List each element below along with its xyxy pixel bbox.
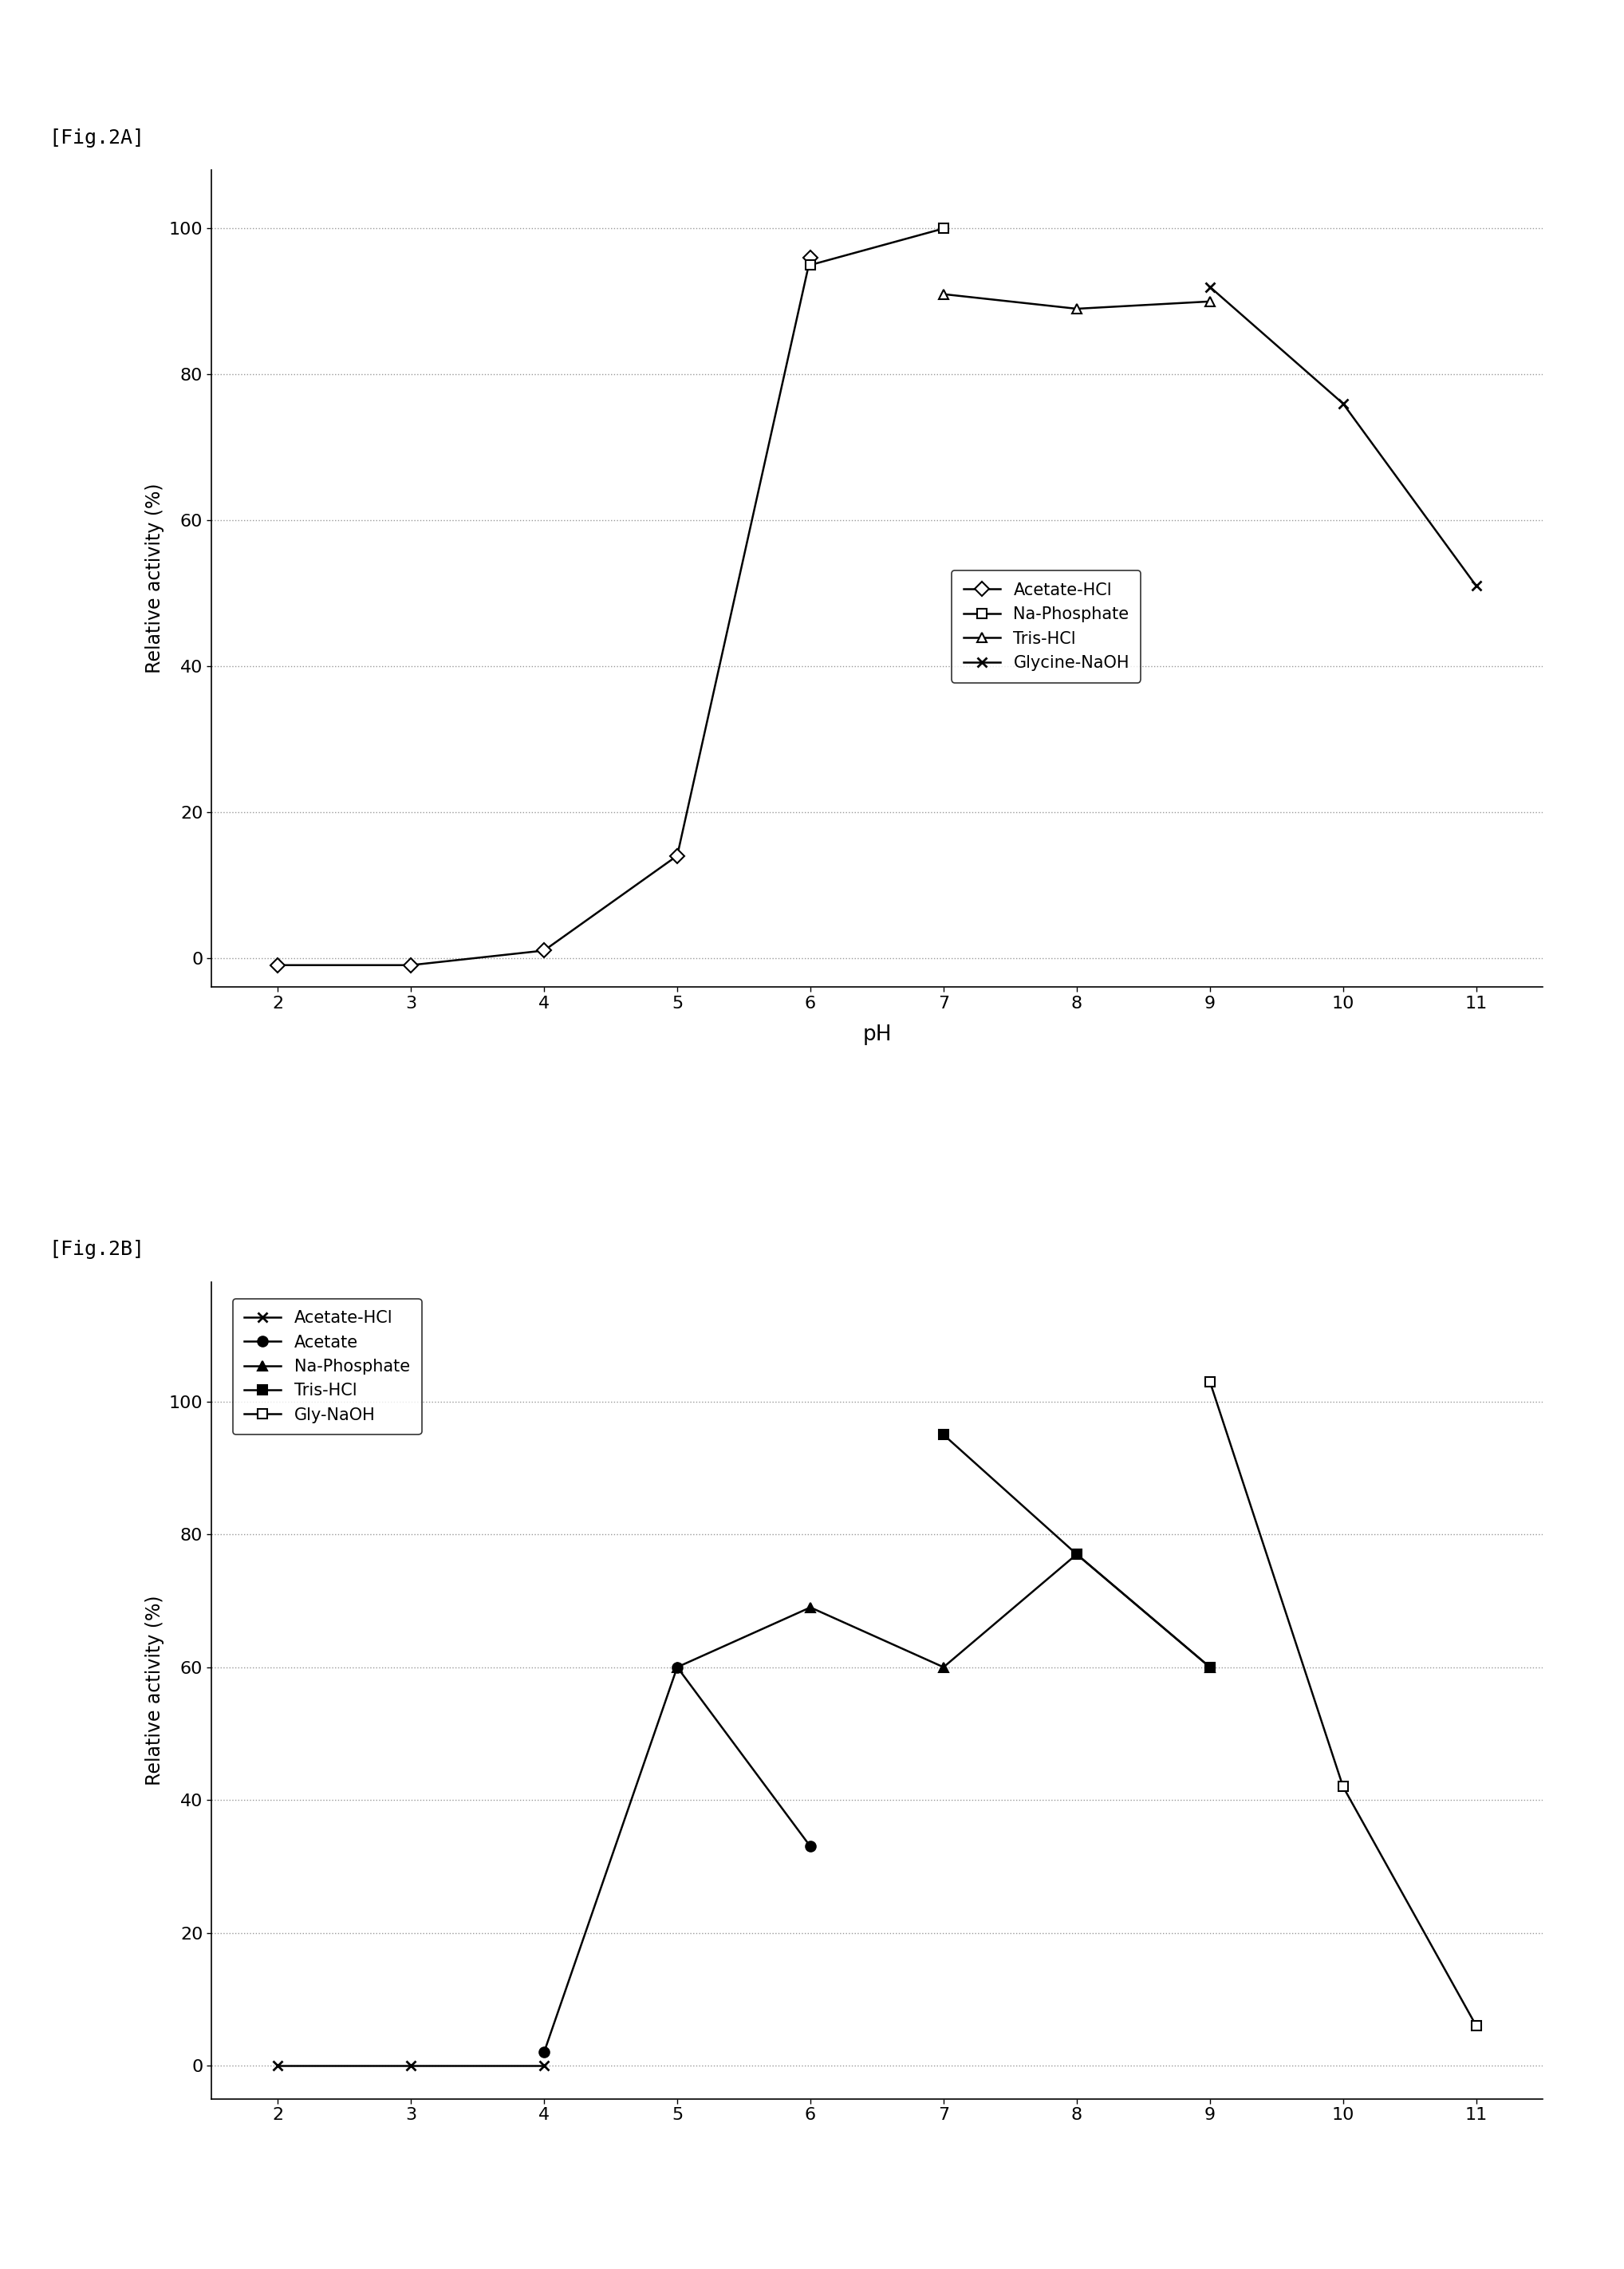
Line: Glycine-NaOH: Glycine-NaOH	[1205, 281, 1481, 590]
Acetate-HCl	[268, 951, 287, 978]
Legend: Acetate-HCl, Na-Phosphate, Tris-HCl, Glycine-NaOH: Acetate-HCl, Na-Phosphate, Tris-HCl, Gly…	[952, 570, 1142, 683]
Text: [Fig.2A]: [Fig.2A]	[49, 129, 145, 147]
Line: Na-Phosphate: Na-Phosphate	[806, 225, 948, 270]
Na-Phosphate	[801, 252, 820, 279]
Acetate	[534, 2040, 554, 2067]
Acetate-HCl	[401, 951, 421, 978]
Y-axis label: Relative activity (%): Relative activity (%)	[145, 1595, 164, 1786]
Tris-HCl	[934, 281, 953, 309]
Na-Phosphate	[934, 1654, 953, 1681]
Legend: Acetate-HCl, Acetate, Na-Phosphate, Tris-HCl, Gly-NaOH: Acetate-HCl, Acetate, Na-Phosphate, Tris…	[232, 1298, 422, 1434]
Line: Acetate-HCl: Acetate-HCl	[273, 2060, 549, 2072]
Line: Gly-NaOH: Gly-NaOH	[1205, 1377, 1481, 2031]
Acetate-HCl	[534, 2051, 554, 2078]
Acetate-HCl	[268, 2051, 287, 2078]
X-axis label: pH: pH	[862, 1026, 892, 1046]
Na-Phosphate	[667, 1654, 687, 1681]
Glycine-NaOH	[1200, 272, 1220, 300]
Tris-HCl	[934, 1420, 953, 1448]
Gly-NaOH	[1466, 2013, 1486, 2040]
Tris-HCl	[1067, 295, 1086, 322]
Text: [Fig.2B]: [Fig.2B]	[49, 1241, 145, 1259]
Na-Phosphate	[1067, 1541, 1086, 1568]
Tris-HCl	[1200, 1654, 1220, 1681]
Line: Acetate: Acetate	[539, 1663, 815, 2058]
Na-Phosphate	[1200, 1654, 1220, 1681]
Line: Acetate-HCl: Acetate-HCl	[273, 252, 815, 971]
Gly-NaOH	[1200, 1368, 1220, 1395]
Acetate	[801, 1833, 820, 1861]
Na-Phosphate	[801, 1593, 820, 1620]
Glycine-NaOH	[1333, 390, 1353, 417]
Acetate-HCl	[667, 842, 687, 869]
Glycine-NaOH	[1466, 572, 1486, 599]
Acetate-HCl	[801, 245, 820, 272]
Tris-HCl	[1067, 1541, 1086, 1568]
Tris-HCl	[1200, 288, 1220, 315]
Line: Tris-HCl: Tris-HCl	[939, 288, 1215, 313]
Line: Tris-HCl: Tris-HCl	[939, 1429, 1215, 1672]
Y-axis label: Relative activity (%): Relative activity (%)	[145, 483, 164, 674]
Acetate-HCl	[534, 937, 554, 964]
Gly-NaOH	[1333, 1772, 1353, 1799]
Line: Na-Phosphate: Na-Phosphate	[672, 1550, 1215, 1672]
Na-Phosphate	[934, 216, 953, 243]
Acetate-HCl	[401, 2051, 421, 2078]
Acetate	[667, 1654, 687, 1681]
